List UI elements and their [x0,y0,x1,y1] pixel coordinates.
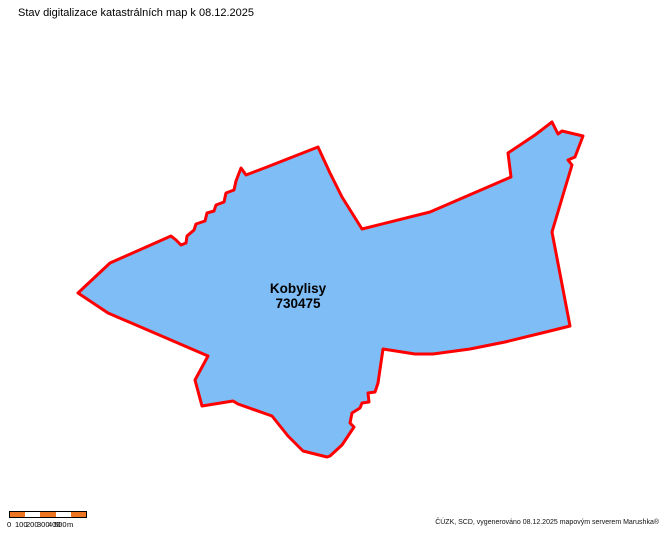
scalebar-segment [55,512,71,517]
cadastral-area-name: Kobylisy [269,281,327,296]
cadastral-area-code: 730475 [275,296,321,311]
scalebar: 0 100 200 300 400 500 m [0,508,140,536]
scalebar-segment [40,512,56,517]
scalebar-label: 300 [37,520,50,529]
scalebar-segment [10,512,26,517]
map-title: Stav digitalizace katastrálních map k 08… [18,7,255,19]
scalebar-segment [25,512,41,517]
cadastral-area-polygon[interactable] [76,120,585,459]
scalebar-label: 200 [26,520,39,529]
scalebar-label: 100 [15,520,28,529]
scalebar-bar [9,511,87,518]
scalebar-segment [70,512,87,517]
scalebar-labels: 0 100 200 300 400 500 m [0,520,140,530]
scalebar-label: 0 [7,520,12,529]
scalebar-label: 400 [48,520,61,529]
scalebar-label: 500 [54,520,67,529]
footer-credit: ČÚZK, SCD, vygenerováno 08.12.2025 mapov… [435,519,659,526]
scalebar-unit: m [67,520,74,529]
cadastral-area-label: Kobylisy 730475 [237,281,359,311]
